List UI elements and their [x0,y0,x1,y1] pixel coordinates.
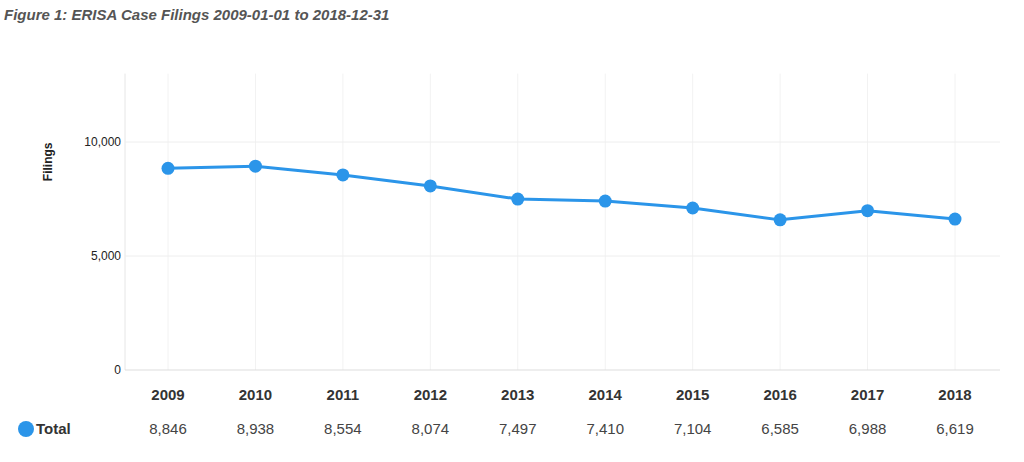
x-tick-label: 2010 [239,386,272,403]
x-grid-line [605,74,606,370]
series-marker [599,195,612,208]
y-grid-line [125,256,1000,257]
y-tick-label: 0 [114,363,121,377]
chart-svg: Figure 1: ERISA Case Filings 2009-01-01 … [0,0,1024,462]
x-grid-line [168,74,169,370]
x-grid-line [430,74,431,370]
y-axis-label: Filings [41,142,55,181]
data-label: 8,938 [237,420,275,437]
y-grid-line [125,370,1000,371]
x-tick-label: 2013 [501,386,534,403]
y-grid-line [125,142,1000,143]
x-tick-label: 2009 [151,386,184,403]
data-label: 6,585 [761,420,799,437]
data-label: 8,846 [149,420,187,437]
data-label: 6,988 [849,420,887,437]
legend-label: Total [36,420,71,437]
x-grid-line [867,74,868,370]
x-grid-line [342,74,343,370]
data-label: 6,619 [936,420,974,437]
x-grid-line [692,74,693,370]
x-tick-label: 2012 [414,386,447,403]
data-label: 7,410 [586,420,624,437]
series-group [162,160,962,227]
x-tick-label: 2011 [327,386,360,403]
data-label: 8,554 [324,420,362,437]
data-label: 7,497 [499,420,537,437]
x-tick-label: 2017 [851,386,884,403]
legend-swatch [18,421,34,437]
x-tick-label: 2016 [763,386,796,403]
x-grid-line [517,74,518,370]
x-grid-line [255,74,256,370]
chart-title: Figure 1: ERISA Case Filings 2009-01-01 … [4,6,389,23]
y-axis-line [125,74,126,370]
series-marker [336,168,349,181]
y-tick-label: 5,000 [91,249,121,263]
series-marker [424,179,437,192]
series-marker [249,160,262,173]
x-tick-label: 2015 [676,386,709,403]
series-marker [861,204,874,217]
series-marker [686,202,699,215]
data-label: 8,074 [412,420,450,437]
y-tick-label: 10,000 [84,135,121,149]
data-label: 7,104 [674,420,712,437]
series-marker [162,162,175,175]
series-line [168,166,955,220]
x-tick-label: 2014 [589,386,623,403]
series-marker [774,213,787,226]
chart-container: Figure 1: ERISA Case Filings 2009-01-01 … [0,0,1024,462]
series-marker [511,193,524,206]
x-tick-label: 2018 [938,386,971,403]
series-marker [949,213,962,226]
